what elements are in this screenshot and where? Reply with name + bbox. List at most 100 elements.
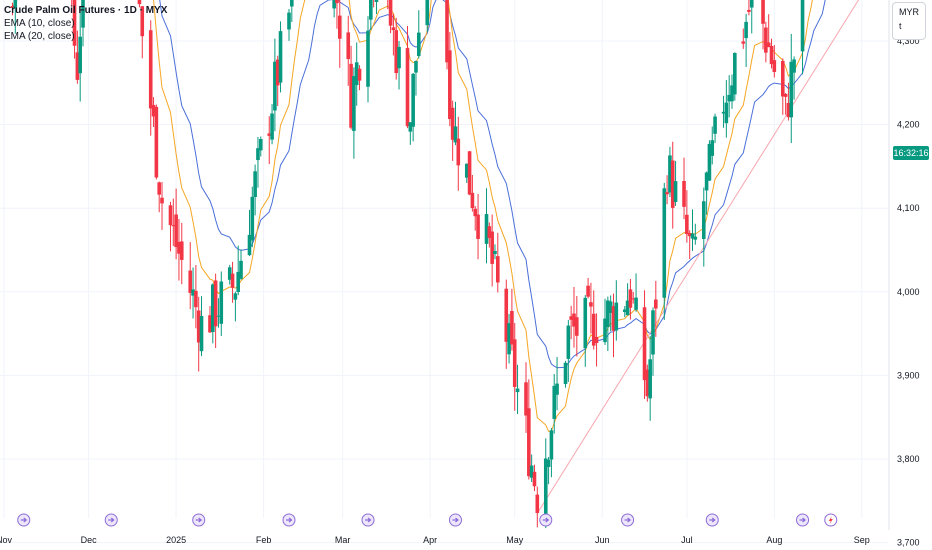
candle[interactable] — [352, 67, 356, 159]
candle[interactable] — [191, 267, 195, 319]
candle[interactable] — [549, 428, 554, 478]
event-arrow-icon[interactable] — [539, 513, 553, 527]
candle[interactable] — [583, 295, 588, 367]
candle[interactable] — [693, 223, 698, 245]
candle[interactable] — [512, 322, 517, 411]
candle[interactable] — [394, 17, 399, 80]
candle[interactable] — [510, 288, 514, 351]
candle[interactable] — [484, 188, 489, 264]
candle[interactable] — [507, 313, 511, 364]
candle[interactable] — [673, 160, 678, 206]
candle[interactable] — [349, 45, 353, 130]
candle[interactable] — [721, 95, 726, 128]
candle[interactable] — [487, 222, 492, 248]
candle[interactable] — [275, 55, 280, 107]
event-arrow-icon[interactable] — [796, 513, 810, 527]
candle[interactable] — [645, 364, 650, 402]
candle[interactable] — [160, 181, 164, 230]
symbol-title[interactable]: Crude Palm Oil Futures · 1D · MYX — [4, 5, 168, 16]
candle[interactable] — [786, 82, 791, 121]
candle[interactable] — [453, 101, 458, 146]
candle[interactable] — [448, 32, 452, 127]
candle[interactable] — [473, 206, 478, 231]
candle[interactable] — [450, 100, 455, 161]
candle[interactable] — [239, 249, 243, 280]
candle[interactable] — [258, 136, 263, 157]
event-arrow-icon[interactable] — [621, 513, 635, 527]
candle[interactable] — [724, 80, 729, 138]
candle[interactable] — [188, 242, 193, 310]
candle[interactable] — [332, 0, 336, 18]
candle[interactable] — [628, 278, 633, 320]
candle[interactable] — [208, 306, 212, 333]
candle[interactable] — [411, 72, 415, 142]
candle[interactable] — [374, 0, 379, 15]
candle[interactable] — [586, 277, 590, 299]
candle[interactable] — [589, 282, 593, 334]
candle[interactable] — [648, 335, 652, 421]
candle[interactable] — [273, 38, 277, 132]
candle[interactable] — [764, 21, 768, 63]
candle[interactable] — [13, 0, 18, 34]
candle[interactable] — [668, 146, 672, 198]
candle[interactable] — [730, 74, 734, 109]
candle[interactable] — [529, 454, 534, 483]
candle[interactable] — [625, 283, 630, 316]
candle[interactable] — [278, 21, 283, 93]
candle[interactable] — [179, 222, 184, 285]
candle[interactable] — [591, 290, 596, 350]
candle[interactable] — [233, 291, 238, 322]
candle[interactable] — [761, 0, 765, 50]
candle[interactable] — [230, 261, 235, 303]
event-arrow-icon[interactable] — [104, 513, 118, 527]
candle[interactable] — [211, 283, 215, 344]
ema20-legend[interactable]: EMA (20, close) — [4, 31, 75, 42]
candle[interactable] — [611, 293, 616, 358]
candle[interactable] — [572, 287, 576, 348]
candle[interactable] — [710, 126, 715, 165]
candle[interactable] — [687, 230, 692, 259]
candle[interactable] — [733, 52, 737, 101]
candle[interactable] — [456, 116, 461, 191]
candle[interactable] — [227, 264, 232, 285]
candle[interactable] — [194, 265, 198, 329]
candle[interactable] — [555, 356, 559, 411]
candle[interactable] — [769, 38, 774, 69]
candle[interactable] — [642, 290, 647, 399]
candle[interactable] — [772, 45, 777, 78]
candle[interactable] — [566, 319, 571, 382]
candle[interactable] — [800, 0, 805, 75]
candle[interactable] — [704, 171, 709, 215]
candle[interactable] — [727, 75, 731, 118]
event-arrow-icon[interactable] — [705, 513, 719, 527]
candle[interactable] — [493, 244, 497, 260]
candle[interactable] — [346, 15, 351, 86]
candle[interactable] — [569, 305, 573, 340]
event-arrow-icon[interactable] — [192, 513, 206, 527]
candle[interactable] — [464, 163, 469, 184]
candle[interactable] — [256, 136, 260, 188]
candle[interactable] — [504, 279, 509, 369]
candle[interactable] — [219, 271, 224, 336]
candle[interactable] — [490, 214, 494, 287]
candle[interactable] — [171, 198, 176, 247]
candle[interactable] — [148, 20, 153, 136]
candle[interactable] — [10, 2, 15, 16]
candle[interactable] — [654, 280, 658, 337]
candle[interactable] — [685, 190, 689, 243]
lightning-icon[interactable] — [824, 513, 838, 527]
candle[interactable] — [250, 186, 255, 248]
candle[interactable] — [535, 486, 540, 528]
event-arrow-icon[interactable] — [361, 513, 375, 527]
candle[interactable] — [290, 0, 294, 22]
candle[interactable] — [140, 5, 145, 59]
candle[interactable] — [780, 58, 785, 115]
candle[interactable] — [543, 438, 548, 529]
candle[interactable] — [357, 65, 362, 91]
candle[interactable] — [386, 0, 390, 10]
candle[interactable] — [414, 60, 418, 96]
candle[interactable] — [552, 374, 557, 434]
support-trendline[interactable] — [536, 0, 860, 514]
candle[interactable] — [270, 104, 274, 145]
candle[interactable] — [651, 307, 655, 376]
